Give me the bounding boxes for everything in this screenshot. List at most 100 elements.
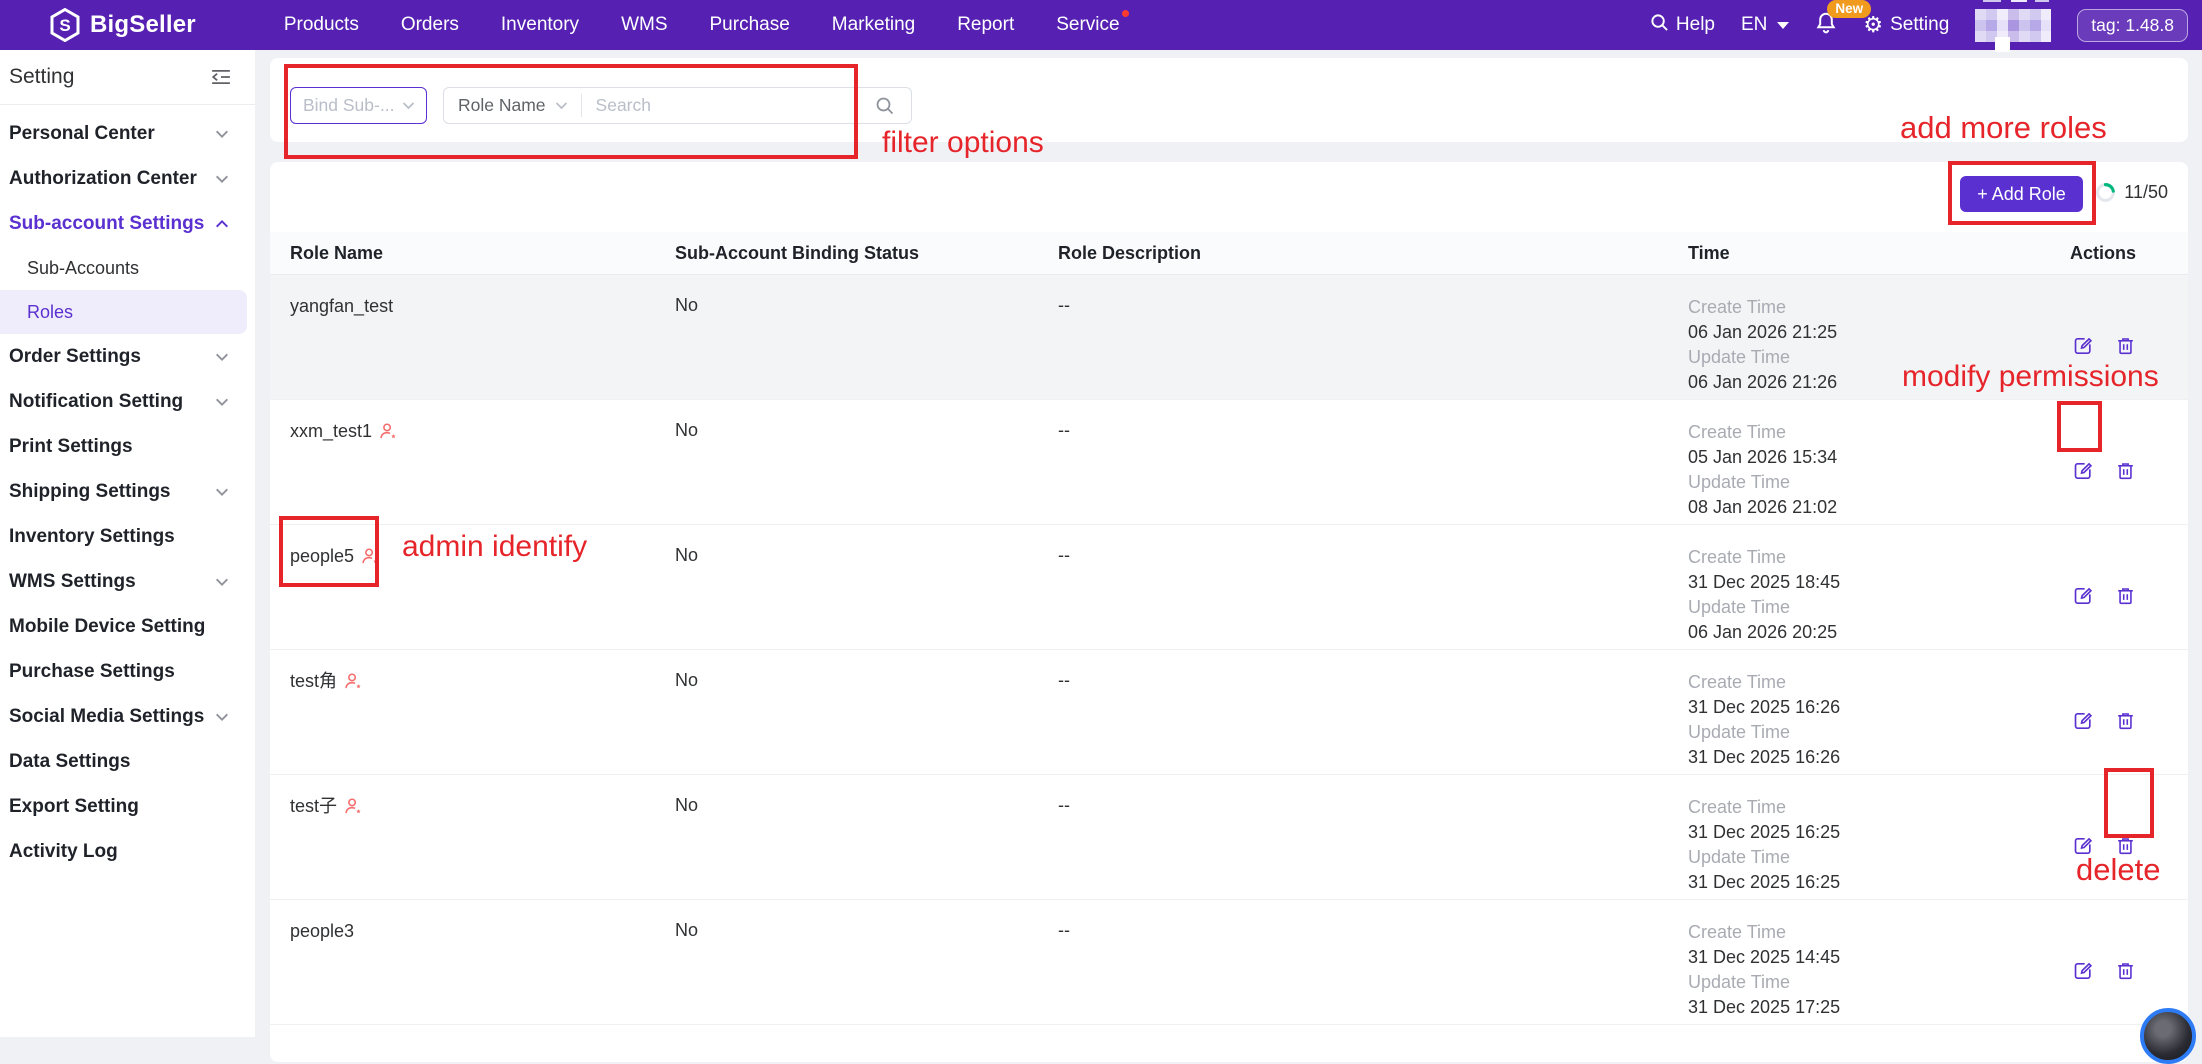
chevron-down-icon	[1777, 21, 1790, 29]
help-button[interactable]: Help	[1650, 13, 1715, 38]
user-name-blurred[interactable]	[1975, 0, 2052, 52]
search-icon[interactable]	[871, 96, 911, 116]
bind-subaccount-select[interactable]: Bind Sub-...	[290, 87, 427, 124]
notifications-button[interactable]: New	[1815, 0, 1872, 40]
sidebar-item-shipping-settings[interactable]: Shipping Settings	[0, 469, 255, 514]
sidebar-item-wms-settings[interactable]: WMS Settings	[0, 559, 255, 604]
language-selector[interactable]: EN	[1740, 14, 1790, 36]
nav-item-wms[interactable]: WMS	[621, 14, 667, 36]
navbar-right: Help EN New ⚙ Setting tag: 1.48.8	[1650, 0, 2188, 52]
role-description: --	[1058, 795, 1070, 815]
sidebar-item-personal-center[interactable]: Personal Center	[0, 111, 255, 156]
sidebar-item-label: Sub-account Settings	[9, 212, 205, 234]
role-name: people3	[290, 921, 355, 941]
column-header-role-description: Role Description	[1058, 242, 1202, 263]
sidebar-item-label: Activity Log	[9, 840, 118, 862]
role-name: xxm_test1	[290, 421, 373, 441]
admin-identity-icon	[345, 798, 361, 814]
edit-icon	[2074, 837, 2093, 854]
nav-item-report[interactable]: Report	[957, 14, 1014, 36]
create-time-value: 31 Dec 2025 18:45	[1688, 572, 1841, 592]
sidebar-item-data-settings[interactable]: Data Settings	[0, 739, 255, 784]
sidebar-item-authorization-center[interactable]: Authorization Center	[0, 156, 255, 201]
admin-identity-icon	[380, 423, 396, 439]
sidebar-item-label: Shipping Settings	[9, 480, 171, 502]
add-role-button[interactable]: + Add Role	[1960, 176, 2083, 212]
create-time-value: 31 Dec 2025 14:45	[1688, 947, 1841, 967]
sidebar-item-activity-log[interactable]: Activity Log	[0, 829, 255, 874]
edit-role-button[interactable]	[2070, 293, 2096, 399]
delete-role-button[interactable]	[2113, 543, 2138, 649]
update-time-value: 31 Dec 2025 17:25	[1688, 997, 1841, 1017]
sidebar-item-social-media-settings[interactable]: Social Media Settings	[0, 694, 255, 739]
language-label: EN	[1740, 14, 1768, 35]
nav-item-label: Purchase	[709, 14, 790, 35]
update-time-label: Update Time	[1688, 847, 1791, 867]
sidebar-item-roles[interactable]: Roles	[0, 290, 247, 334]
sidebar-item-label: Notification Setting	[9, 390, 184, 412]
sidebar-item-purchase-settings[interactable]: Purchase Settings	[0, 649, 255, 694]
binding-status: No	[675, 545, 699, 565]
table-row: yangfan_test No -- Create Time 06 Jan 20…	[270, 275, 2188, 400]
nav-item-orders[interactable]: Orders	[401, 14, 459, 36]
setting-button[interactable]: ⚙ Setting	[1863, 14, 1949, 36]
edit-icon	[2074, 712, 2093, 729]
service-new-dot	[1121, 10, 1129, 17]
search-field-select[interactable]: Role Name	[444, 95, 581, 116]
top-navbar: S BigSeller Products Orders Inventory WMS Pu…	[0, 0, 2202, 52]
sidebar-item-label: Order Settings	[9, 345, 141, 367]
nav-item-products[interactable]: Products	[284, 14, 359, 36]
nav-item-marketing[interactable]: Marketing	[832, 14, 915, 36]
setting-label: Setting	[1890, 14, 1950, 35]
sidebar-item-inventory-settings[interactable]: Inventory Settings	[0, 514, 255, 559]
edit-role-button[interactable]	[2070, 668, 2096, 774]
nav-item-purchase[interactable]: Purchase	[710, 14, 790, 36]
edit-role-button[interactable]	[2070, 543, 2096, 649]
delete-role-button[interactable]	[2113, 918, 2138, 1024]
svg-text:S: S	[59, 16, 70, 35]
trash-icon	[2118, 463, 2133, 480]
chevron-down-icon	[555, 102, 567, 110]
sidebar-item-sub-accounts[interactable]: Sub-Accounts	[27, 257, 140, 278]
chevron-down-icon	[216, 578, 228, 586]
sidebar-item-notification-setting[interactable]: Notification Setting	[0, 379, 255, 424]
blurred-pixels	[1983, 0, 2050, 2]
main-content: Bind Sub-... Role Name + Add Role 11/	[255, 50, 2202, 1062]
sidebar-item-order-settings[interactable]: Order Settings	[0, 334, 255, 379]
support-chat-avatar[interactable]	[2140, 1008, 2196, 1064]
trash-icon	[2118, 838, 2133, 855]
brand-logo[interactable]: S BigSeller	[50, 8, 196, 42]
update-time-value: 08 Jan 2026 21:02	[1688, 497, 1838, 517]
sidebar-item-export-setting[interactable]: Export Setting	[0, 784, 255, 829]
edit-role-button[interactable]	[2070, 793, 2096, 899]
sidebar-item-print-settings[interactable]: Print Settings	[0, 424, 255, 469]
nav-item-label: Orders	[400, 14, 459, 35]
create-time-label: Create Time	[1688, 547, 1787, 567]
nav-item-service[interactable]: Service	[1056, 10, 1129, 36]
nav-item-inventory[interactable]: Inventory	[501, 14, 579, 36]
sidebar-menu: Personal Center Authorization Center Sub-a…	[0, 105, 255, 874]
role-quota: 11/50	[2095, 182, 2168, 203]
search-input[interactable]	[581, 95, 871, 116]
binding-status: No	[675, 920, 699, 940]
role-name: people5	[290, 546, 355, 566]
delete-role-button[interactable]	[2113, 793, 2138, 899]
sidebar-item-label: Social Media Settings	[9, 705, 205, 727]
sidebar-header: Setting	[0, 50, 255, 105]
sidebar-item-mobile-device-setting[interactable]: Mobile Device Setting	[0, 604, 255, 649]
sidebar-item-label: Personal Center	[9, 122, 155, 144]
gear-icon: ⚙	[1863, 12, 1884, 37]
sidebar-collapse-icon[interactable]	[211, 69, 231, 85]
delete-role-button[interactable]	[2113, 293, 2138, 399]
delete-role-button[interactable]	[2113, 668, 2138, 774]
nav-items: Products Orders Inventory WMS Purchase Market…	[284, 10, 1129, 36]
edit-role-button[interactable]	[2070, 418, 2096, 524]
column-header-actions: Actions	[2070, 242, 2137, 263]
table-row: xxm_test1 No -- Create Time 05 Jan 2026 …	[270, 400, 2188, 525]
binding-status: No	[675, 795, 699, 815]
delete-role-button[interactable]	[2113, 418, 2138, 524]
bind-subaccount-placeholder: Bind Sub-...	[303, 95, 395, 115]
edit-role-button[interactable]	[2070, 918, 2096, 1024]
sidebar-item-sub-account-settings[interactable]: Sub-account Settings	[0, 201, 255, 246]
quota-count: 11/50	[2124, 182, 2168, 202]
